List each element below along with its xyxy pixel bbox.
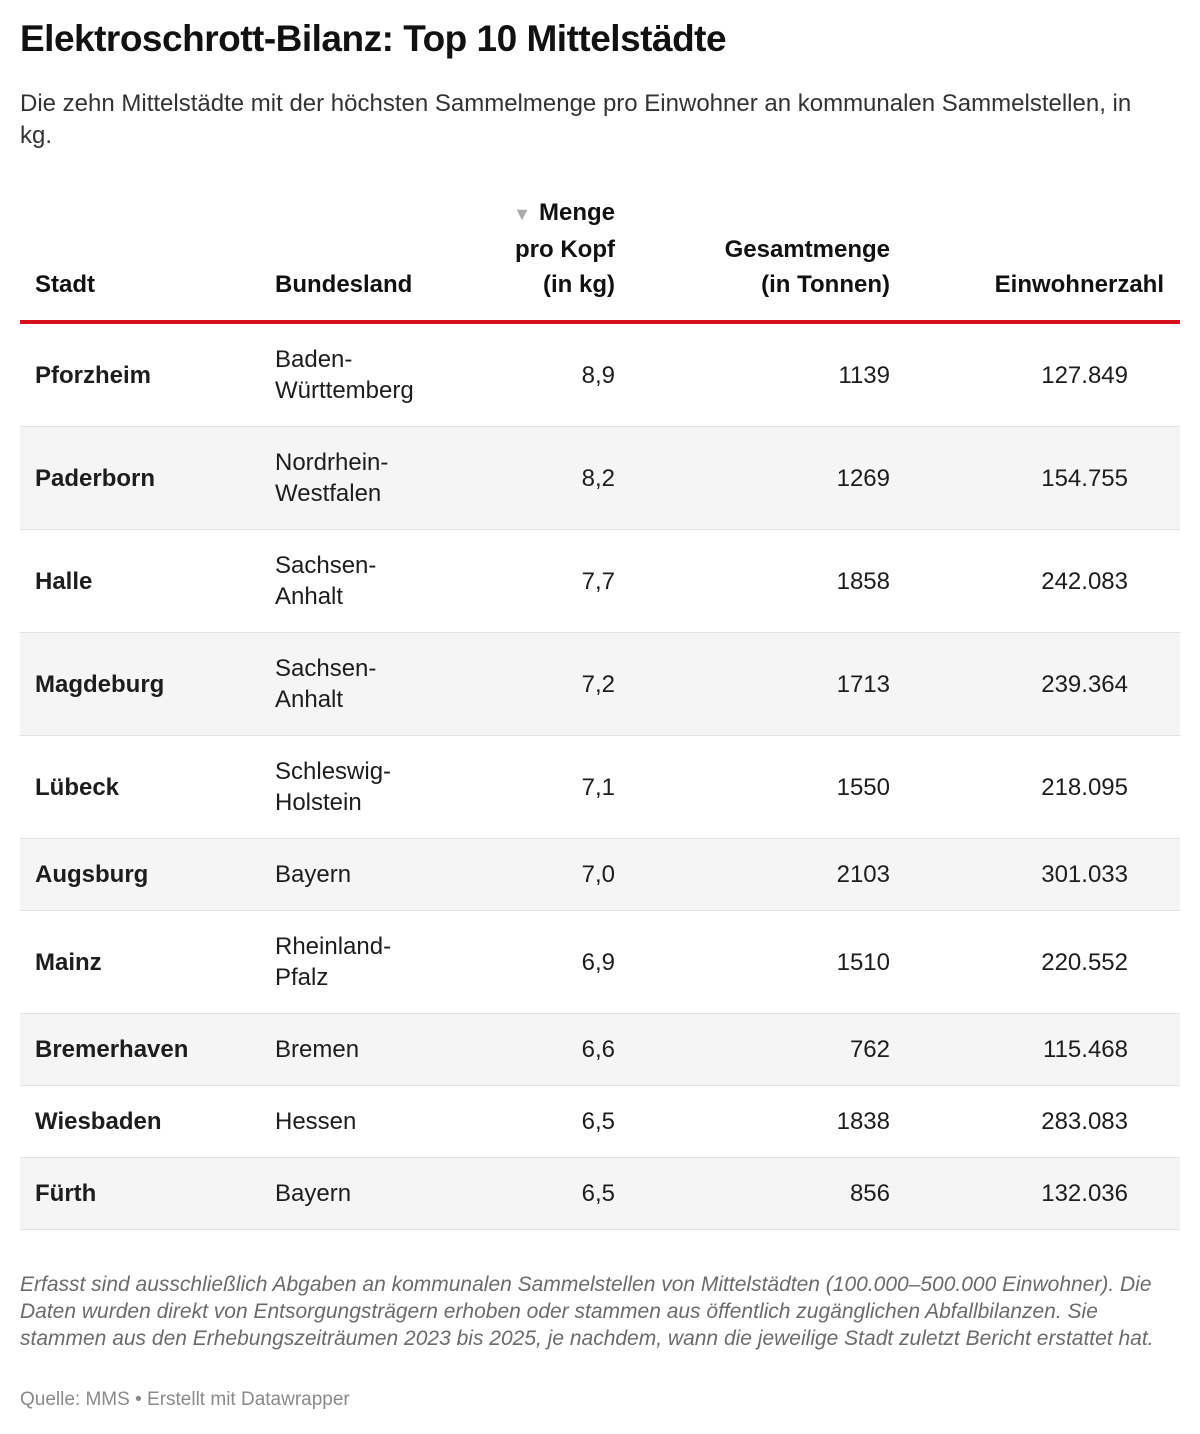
- cell-bundesland: Rheinland- Pfalz: [275, 910, 475, 1014]
- cell-menge-pro-kopf: 6,5: [475, 1157, 615, 1230]
- cell-einwohnerzahl: 242.083: [890, 529, 1180, 633]
- cell-einwohnerzahl: 218.095: [890, 735, 1180, 839]
- cell-bundesland: Schleswig- Holstein: [275, 735, 475, 839]
- table-row: Pforzheim Baden- Württemberg 8,9 1139 127.849: [20, 322, 1180, 427]
- chart-title: Elektroschrott-Bilanz: Top 10 Mittelstäd…: [20, 18, 727, 59]
- cell-menge-pro-kopf: 8,9: [475, 322, 615, 427]
- column-header-text: Menge: [538, 199, 615, 226]
- cell-stadt: Magdeburg: [20, 632, 275, 736]
- cell-stadt: Wiesbaden: [20, 1085, 275, 1158]
- cell-einwohnerzahl: 127.849: [890, 322, 1180, 427]
- cell-bundesland: Nordrhein- Westfalen: [275, 426, 475, 530]
- cell-gesamtmenge: 2103: [615, 838, 890, 911]
- cell-gesamtmenge: 1139: [615, 322, 890, 427]
- cell-bundesland: Baden- Württemberg: [275, 322, 475, 427]
- cell-menge-pro-kopf: 7,0: [475, 838, 615, 911]
- table-row: Lübeck Schleswig- Holstein 7,1 1550 218.095: [20, 735, 1180, 839]
- cell-menge-pro-kopf: 7,2: [475, 632, 615, 736]
- data-table: Stadt Bundesland ▼ Menge pro Kopf (in kg) G…: [20, 195, 1180, 1230]
- table-row: Wiesbaden Hessen 6,5 1838 283.083: [20, 1085, 1180, 1158]
- table-row: Mainz Rheinland- Pfalz 6,9 1510 220.552: [20, 910, 1180, 1014]
- cell-gesamtmenge: 762: [615, 1013, 890, 1086]
- cell-bundesland: Sachsen- Anhalt: [275, 529, 475, 633]
- table-row: Halle Sachsen- Anhalt 7,7 1858 242.083: [20, 529, 1180, 633]
- column-header-gesamtmenge[interactable]: Gesamtmenge (in Tonnen): [615, 195, 890, 324]
- cell-stadt: Halle: [20, 529, 275, 633]
- cell-stadt: Mainz: [20, 910, 275, 1014]
- cell-bundesland: Bremen: [275, 1013, 475, 1086]
- cell-menge-pro-kopf: 6,6: [475, 1013, 615, 1086]
- cell-menge-pro-kopf: 8,2: [475, 426, 615, 530]
- column-header-stadt[interactable]: Stadt: [20, 195, 275, 324]
- cell-gesamtmenge: 1858: [615, 529, 890, 633]
- column-header-text: Bundesland: [275, 271, 413, 298]
- cell-einwohnerzahl: 239.364: [890, 632, 1180, 736]
- cell-stadt: Bremerhaven: [20, 1013, 275, 1086]
- cell-gesamtmenge: 1550: [615, 735, 890, 839]
- cell-gesamtmenge: 1838: [615, 1085, 890, 1158]
- cell-menge-pro-kopf: 7,7: [475, 529, 615, 633]
- table-row: Magdeburg Sachsen- Anhalt 7,2 1713 239.364: [20, 632, 1180, 736]
- cell-bundesland: Sachsen- Anhalt: [275, 632, 475, 736]
- table-row: Augsburg Bayern 7,0 2103 301.033: [20, 838, 1180, 911]
- table-row: Bremerhaven Bremen 6,6 762 115.468: [20, 1013, 1180, 1086]
- table-row: Fürth Bayern 6,5 856 132.036: [20, 1157, 1180, 1230]
- header-row: Stadt Bundesland ▼ Menge pro Kopf (in kg) G…: [20, 195, 1180, 324]
- cell-gesamtmenge: 1713: [615, 632, 890, 736]
- cell-einwohnerzahl: 132.036: [890, 1157, 1180, 1230]
- cell-menge-pro-kopf: 7,1: [475, 735, 615, 839]
- column-header-text: Einwohnerzahl: [994, 271, 1164, 298]
- cell-einwohnerzahl: 115.468: [890, 1013, 1180, 1086]
- column-header-text: (in kg): [543, 271, 615, 298]
- cell-gesamtmenge: 856: [615, 1157, 890, 1230]
- chart-subtitle: Die zehn Mittelstädte mit der höchsten S…: [20, 90, 1132, 149]
- column-header-text: Gesamtmenge: [724, 236, 890, 263]
- column-header-einwohnerzahl[interactable]: Einwohnerzahl: [890, 195, 1180, 324]
- cell-stadt: Lübeck: [20, 735, 275, 839]
- column-header-text: pro Kopf: [515, 236, 615, 263]
- cell-einwohnerzahl: 283.083: [890, 1085, 1180, 1158]
- column-header-text: Stadt: [35, 271, 95, 298]
- column-header-text: (in Tonnen): [761, 271, 890, 298]
- table-row: Paderborn Nordrhein- Westfalen 8,2 1269 154.7…: [20, 426, 1180, 530]
- cell-menge-pro-kopf: 6,9: [475, 910, 615, 1014]
- cell-gesamtmenge: 1269: [615, 426, 890, 530]
- cell-einwohnerzahl: 154.755: [890, 426, 1180, 530]
- cell-stadt: Augsburg: [20, 838, 275, 911]
- cell-menge-pro-kopf: 6,5: [475, 1085, 615, 1158]
- source-line: Quelle: MMS • Erstellt mit Datawrapper: [20, 1389, 350, 1410]
- cell-bundesland: Bayern: [275, 838, 475, 911]
- cell-bundesland: Bayern: [275, 1157, 475, 1230]
- column-header-bundesland[interactable]: Bundesland: [275, 195, 475, 324]
- cell-gesamtmenge: 1510: [615, 910, 890, 1014]
- column-header-menge-pro-kopf[interactable]: ▼ Menge pro Kopf (in kg): [475, 195, 615, 324]
- footnote: Erfasst sind ausschließlich Abgaben an k…: [20, 1273, 1154, 1350]
- cell-stadt: Pforzheim: [20, 322, 275, 427]
- triangle-down-icon: ▼: [513, 204, 531, 224]
- cell-einwohnerzahl: 301.033: [890, 838, 1180, 911]
- cell-stadt: Paderborn: [20, 426, 275, 530]
- cell-stadt: Fürth: [20, 1157, 275, 1230]
- cell-einwohnerzahl: 220.552: [890, 910, 1180, 1014]
- cell-bundesland: Hessen: [275, 1085, 475, 1158]
